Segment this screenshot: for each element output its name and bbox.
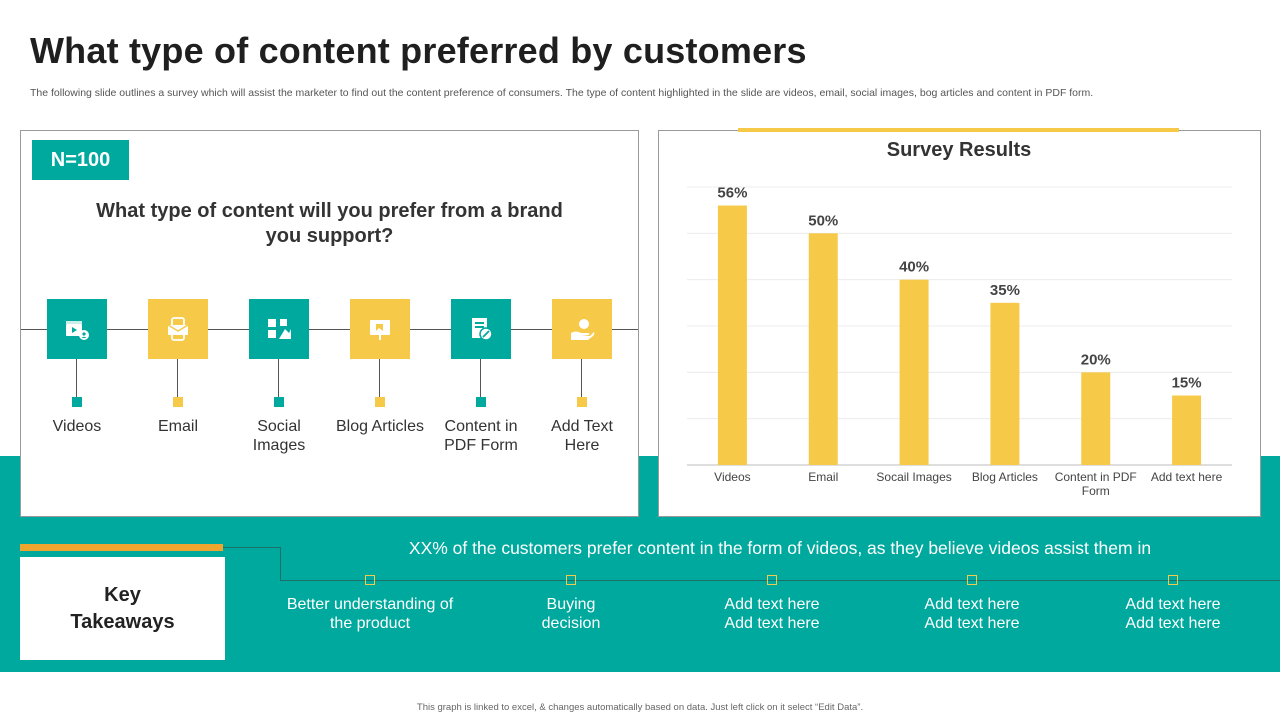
data-label: 56% [717,185,747,202]
category-marker [72,397,82,407]
x-tick-label: Socail Images [876,470,951,484]
survey-results-chart[interactable]: 56% Videos 50% Email 40% Socail Images 35% Blog… [659,131,1260,516]
category-label: Content in PDF Form [444,418,518,454]
footer-note: This graph is linked to excel, & changes… [416,702,864,713]
chart-title: Survey Results [886,139,1032,161]
x-tick-label: Videos [714,470,750,484]
bar [899,279,929,465]
takeaway-marker [767,575,777,585]
video-icon [47,299,107,359]
social-images-icon [249,299,309,359]
takeaway-text: Buying decision [541,596,601,632]
takeaway-text: Add text here Add text here [924,596,1020,632]
bar [1172,395,1202,465]
category-marker [173,397,183,407]
bar [808,233,838,465]
takeaway-marker [566,575,576,585]
takeaway-marker [365,575,375,585]
pdf-document-icon [451,299,511,359]
data-label: 20% [1081,351,1111,368]
x-tick-label: Blog Articles [972,470,1038,484]
category-marker [274,397,284,407]
takeaway-headline: XX% of the customers prefer content in t… [408,538,1152,558]
x-tick-label: Add text here [1151,470,1223,484]
data-label: 50% [808,212,838,229]
key-takeaways-heading: Key Takeaways [20,557,225,660]
chart-accent-line [738,128,1179,132]
takeaway-line [280,580,1280,581]
category-marker [375,397,385,407]
category-label: Email [157,418,198,435]
category-timeline-line [21,329,638,330]
category-stem [480,359,481,397]
category-label: Add Text Here [551,418,613,454]
x-tick-label: Content in PDF Form [1055,470,1137,498]
survey-results-panel: Survey Results 56% Videos 50% Email 40% Socai… [658,130,1261,517]
category-stem [177,359,178,397]
category-marker [476,397,486,407]
category-stem [76,359,77,397]
survey-question-panel: N=100 What type of content will you pref… [20,130,639,517]
blog-icon [350,299,410,359]
hand-icon [552,299,612,359]
page-subtitle: The following slide outlines a survey wh… [30,87,1094,99]
takeaway-text: Add text here Add text here [724,596,820,632]
category-label: Social Images [252,418,306,454]
category-stem [278,359,279,397]
bar [717,205,747,465]
sample-size-badge: N=100 [32,140,129,180]
takeaway-text: Better understanding of the product [286,596,454,632]
data-label: 15% [1172,375,1202,392]
email-icon [148,299,208,359]
category-label: Blog Articles [335,418,425,435]
takeaway-marker [967,575,977,585]
x-tick-label: Email [808,470,838,484]
category-stem [581,359,582,397]
takeaway-marker [1168,575,1178,585]
data-label: 35% [990,282,1020,299]
data-label: 40% [899,259,929,276]
category-stem [379,359,380,397]
orange-accent-bar [20,544,223,551]
bar [1081,372,1111,465]
page-title: What type of content preferred by custom… [30,30,807,71]
bar [990,302,1020,465]
category-marker [577,397,587,407]
connector-line [223,547,280,548]
takeaway-text: Add text here Add text here [1125,596,1221,632]
survey-question: What type of content will you prefer fro… [96,200,563,247]
category-label: Videos [52,418,102,435]
connector-line [280,547,281,580]
